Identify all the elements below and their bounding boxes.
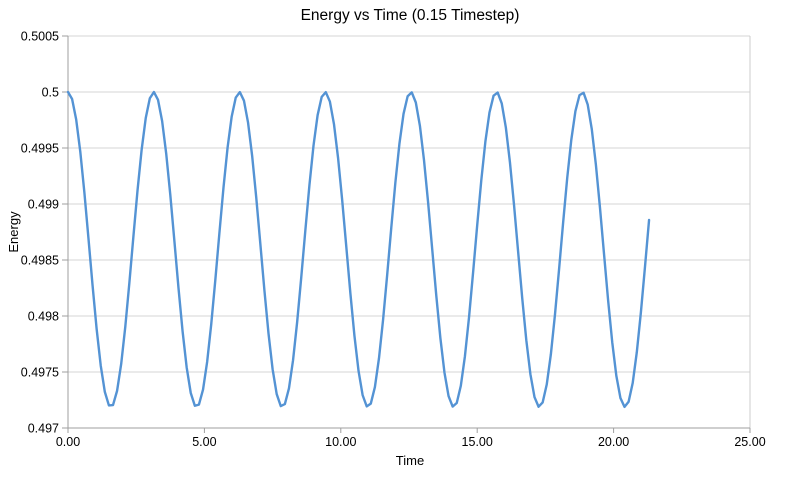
x-tick-label: 0.00 [56,435,80,449]
y-tick-label: 0.4975 [21,366,59,380]
x-tick-label: 25.00 [734,435,765,449]
x-axis-title: Time [395,453,425,468]
y-tick-label: 0.5005 [21,30,59,44]
y-tick-label: 0.498 [28,310,59,324]
y-axis-title: Energy [6,211,21,253]
y-tick-label: 0.4995 [21,142,59,156]
y-tick-label: 0.5 [42,86,59,100]
x-tick-label: 20.00 [598,435,629,449]
chart-title: Energy vs Time (0.15 Timestep) [300,7,520,24]
y-tick-label: 0.4985 [21,254,59,268]
x-tick-label: 10.00 [325,435,356,449]
y-tick-label: 0.499 [28,198,59,212]
y-tick-label: 0.497 [28,422,59,436]
x-tick-label: 15.00 [462,435,493,449]
x-tick-label: 5.00 [192,435,216,449]
energy-series-line [66,90,651,409]
